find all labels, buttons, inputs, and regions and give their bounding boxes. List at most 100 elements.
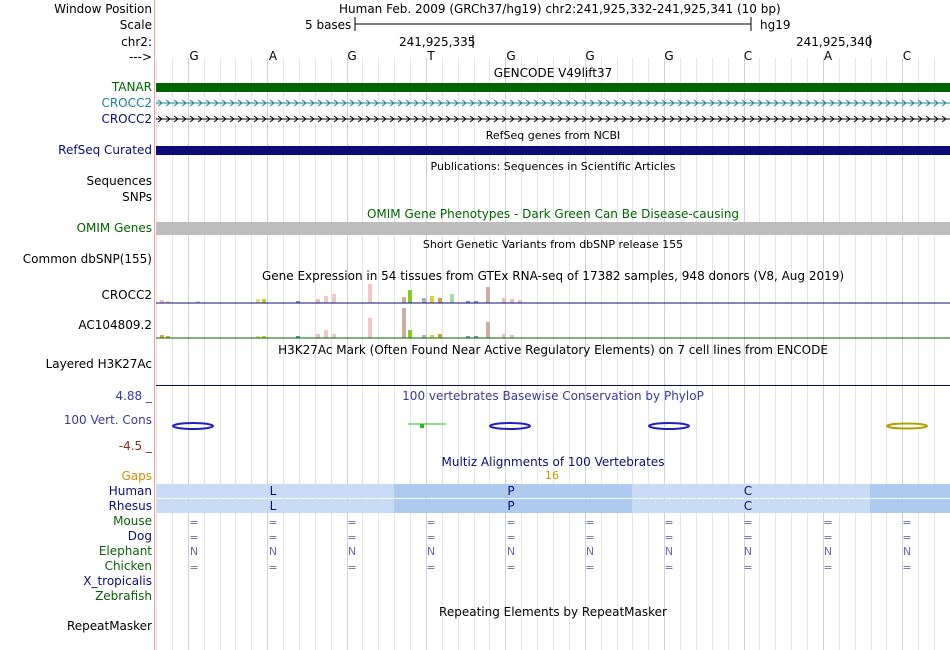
dog-alignment-symbol: = <box>823 531 833 544</box>
conservation-title: 100 vertebrates Basewise Conservation by… <box>402 389 704 403</box>
grid-line <box>727 58 729 650</box>
base-letter: A <box>268 49 278 63</box>
dog-alignment-symbol: = <box>902 531 912 544</box>
gtex-bar-charts[interactable] <box>156 282 950 342</box>
gtex-crocc2-bars <box>156 284 950 304</box>
codon-row-rhesus[interactable] <box>156 499 950 513</box>
label-tanar[interactable]: TANAR <box>111 80 152 94</box>
grid-line <box>838 58 840 650</box>
chicken-alignment-symbol: = <box>902 561 912 574</box>
refseq-gene-bar[interactable] <box>156 146 950 155</box>
chicken-alignment-symbol: = <box>823 561 833 574</box>
grid-line <box>886 58 888 650</box>
grid-line <box>854 58 856 650</box>
grid-line <box>521 58 523 650</box>
label-chr[interactable]: chr2: <box>121 35 152 49</box>
tanar-gene-bar[interactable] <box>156 83 950 92</box>
label-separator <box>154 0 155 650</box>
label-crocc2-b[interactable]: CROCC2 <box>101 112 152 126</box>
dog-alignment-symbol: = <box>664 531 674 544</box>
grid-line <box>267 58 269 650</box>
label-crocc2-a[interactable]: CROCC2 <box>101 96 152 110</box>
rhesus-amino-acid: P <box>507 499 515 513</box>
dog-alignment-symbol: = <box>268 531 278 544</box>
coordinate-2: 241,925,340 <box>796 35 873 49</box>
label-gaps[interactable]: Gaps <box>121 469 152 483</box>
label-cons[interactable]: 100 Vert. Cons <box>63 413 152 427</box>
grid-line <box>664 58 666 650</box>
mouse-alignment-symbol: = <box>189 516 199 529</box>
label-gtex-ac104809[interactable]: AC104809.2 <box>78 318 152 332</box>
label-human[interactable]: Human <box>108 484 152 498</box>
grid-line <box>822 58 824 650</box>
dog-alignment-symbol: = <box>347 531 357 544</box>
label-refseq[interactable]: RefSeq Curated <box>58 143 152 157</box>
label-rhesus[interactable]: Rhesus <box>108 499 152 513</box>
elephant-alignment-symbol: N <box>585 545 595 558</box>
grid-line <box>187 58 189 650</box>
conservation-logos[interactable] <box>156 418 950 438</box>
grid-line <box>425 58 427 650</box>
chicken-alignment-symbol: = <box>506 561 516 574</box>
label-dog[interactable]: Dog <box>127 529 152 543</box>
dog-alignment-symbol: = <box>426 531 436 544</box>
chicken-alignment-symbol: = <box>189 561 199 574</box>
base-letter: G <box>506 49 516 63</box>
human-amino-acid: L <box>269 484 277 498</box>
label-elephant[interactable]: Elephant <box>98 544 152 558</box>
label-mouse[interactable]: Mouse <box>113 514 152 528</box>
grid-line <box>616 58 618 650</box>
grid-line <box>457 58 459 650</box>
grid-line <box>600 58 602 650</box>
h3k27ac-title: H3K27Ac Mark (Often Found Near Active Re… <box>278 343 828 357</box>
label-h3k27ac[interactable]: Layered H3K27Ac <box>45 357 152 371</box>
grid-line <box>537 58 539 650</box>
label-sequences[interactable]: Sequences <box>86 174 152 188</box>
mouse-alignment-symbol: = <box>902 516 912 529</box>
rhesus-amino-acid: C <box>743 499 753 513</box>
mouse-alignment-symbol: = <box>664 516 674 529</box>
label-chicken[interactable]: Chicken <box>104 559 152 573</box>
mouse-alignment-symbol: = <box>743 516 753 529</box>
grid-line <box>394 58 396 650</box>
label-omim[interactable]: OMIM Genes <box>76 221 152 235</box>
label-gtex-crocc2[interactable]: CROCC2 <box>101 288 152 302</box>
base-letter: G <box>189 49 199 63</box>
label-xtropicalis[interactable]: X_tropicalis <box>83 574 152 588</box>
label-dbsnp[interactable]: Common dbSNP(155) <box>22 252 152 266</box>
ruler-graphics <box>354 17 871 48</box>
mouse-alignment-symbol: = <box>506 516 516 529</box>
base-letter: T <box>427 49 435 63</box>
codon-row-human[interactable] <box>156 484 950 498</box>
grid-line <box>362 58 364 650</box>
grid-line <box>378 58 380 650</box>
base-letter: C <box>743 49 753 63</box>
grid-line <box>870 58 872 650</box>
grid-line <box>330 58 332 650</box>
publications-title: Publications: Sequences in Scientific Ar… <box>430 160 676 173</box>
label-scale[interactable]: Scale <box>119 18 152 32</box>
omim-gene-bar[interactable] <box>156 222 950 235</box>
label-cons-max: 4.88 _ <box>115 389 152 403</box>
grid-line <box>902 58 904 650</box>
grid-line <box>473 58 475 650</box>
label-strand[interactable]: ---> <box>128 50 152 64</box>
grid-line <box>251 58 253 650</box>
grid-line <box>934 58 936 650</box>
label-repeatmasker[interactable]: RepeatMasker <box>66 619 152 633</box>
crocc2-black-transcript[interactable] <box>156 114 950 124</box>
grid-line <box>695 58 697 650</box>
label-window-position[interactable]: Window Position <box>54 2 152 16</box>
label-snps[interactable]: SNPs <box>122 190 152 204</box>
base-letter: A <box>823 49 833 63</box>
grid-line <box>568 58 570 650</box>
grid-line <box>632 58 634 650</box>
elephant-alignment-symbol: N <box>664 545 674 558</box>
grid-line <box>156 58 157 650</box>
crocc2-teal-transcript[interactable] <box>156 98 950 108</box>
grid-line <box>775 58 777 650</box>
grid-line <box>505 58 507 650</box>
label-zebrafish[interactable]: Zebrafish <box>95 589 152 603</box>
elephant-alignment-symbol: N <box>189 545 199 558</box>
mouse-alignment-symbol: = <box>347 516 357 529</box>
